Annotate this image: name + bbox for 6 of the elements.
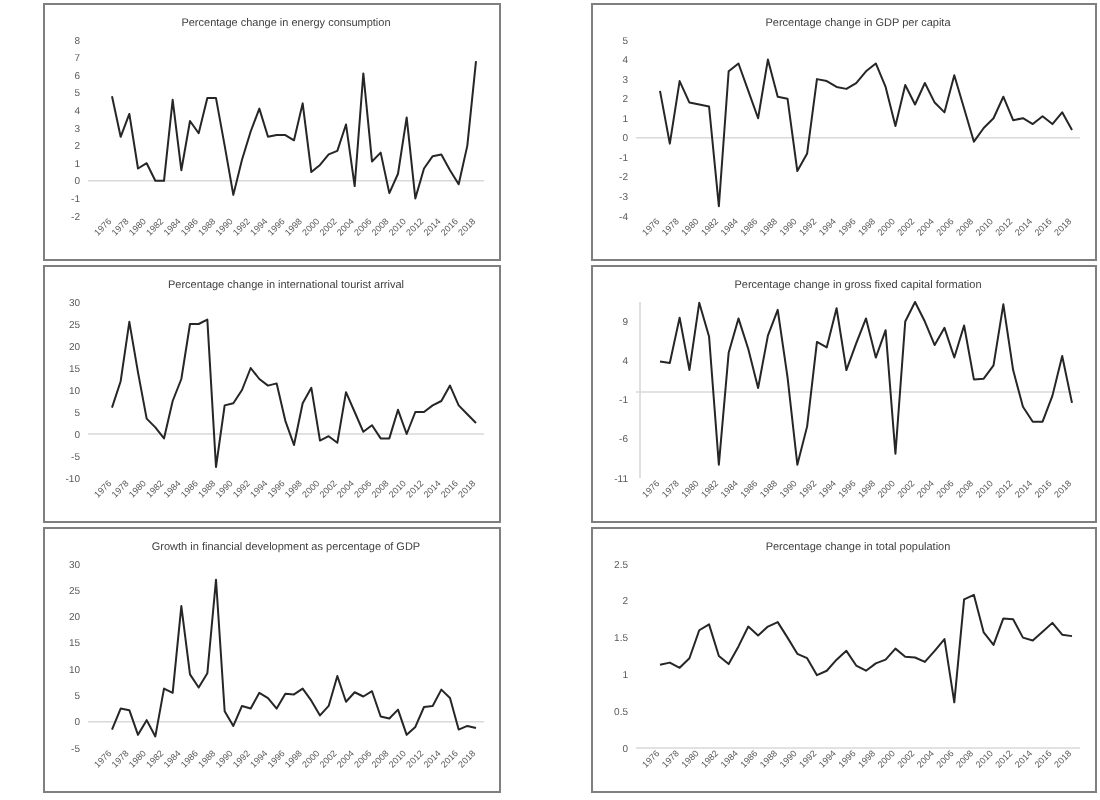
line-series	[111, 578, 477, 738]
line-series	[111, 60, 477, 200]
line-series	[111, 318, 477, 468]
line-series	[659, 593, 1073, 704]
line-series	[659, 301, 1073, 466]
line-series	[659, 58, 1073, 208]
